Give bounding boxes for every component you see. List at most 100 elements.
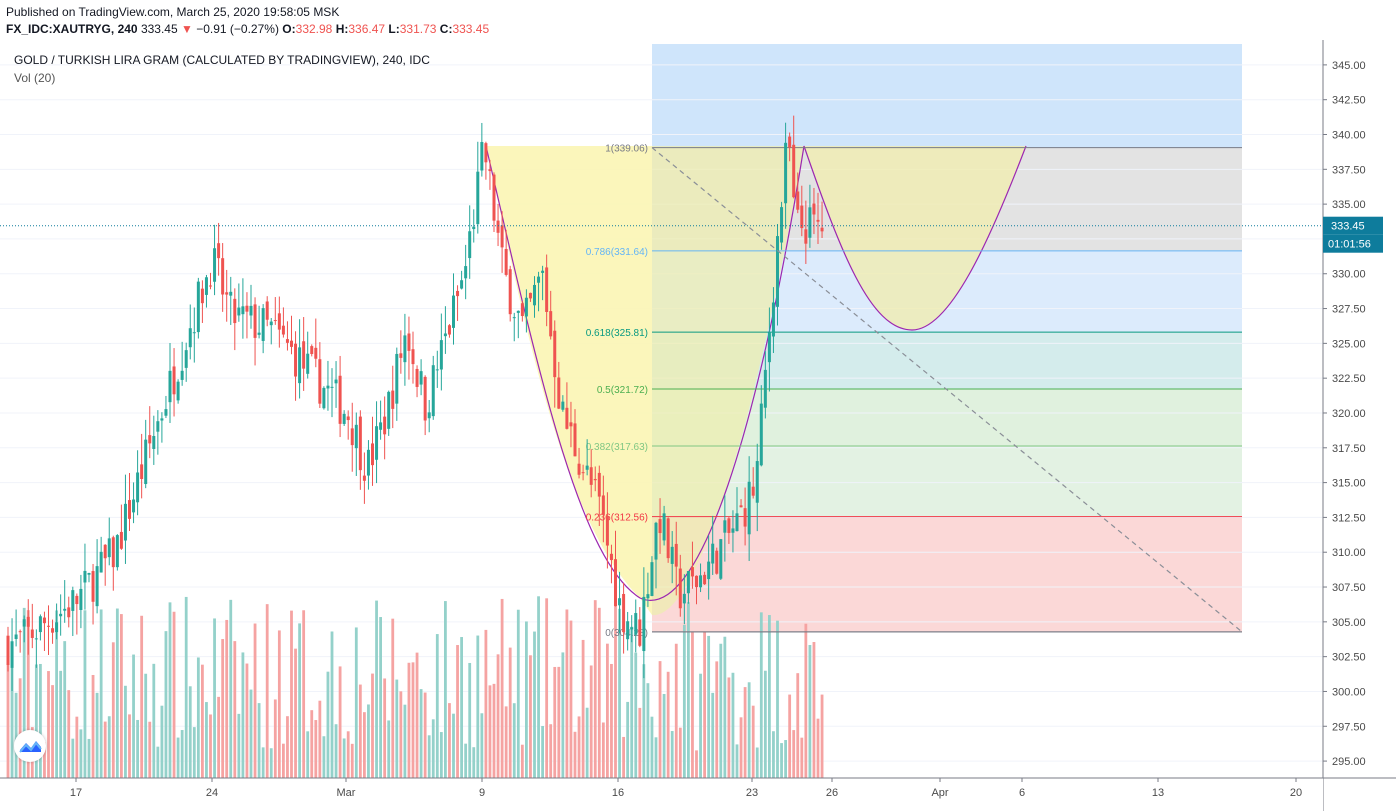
- volume-bar: [431, 719, 435, 778]
- candle-body: [743, 508, 747, 527]
- candle-body: [314, 347, 318, 359]
- volume-bar: [585, 707, 589, 778]
- candle-body: [771, 302, 775, 337]
- fib-label-0.5: 0.5(321.72): [597, 385, 648, 396]
- candle: [132, 482, 136, 524]
- volume-bar: [205, 702, 208, 778]
- candle: [788, 132, 792, 162]
- candle-body: [662, 513, 666, 541]
- tradingview-logo-icon[interactable]: [14, 730, 46, 762]
- candle: [107, 517, 111, 566]
- candle-body: [34, 638, 38, 640]
- candle: [423, 375, 427, 436]
- low-value: 331.73: [399, 22, 437, 36]
- candle-body: [630, 627, 634, 630]
- candle: [192, 307, 196, 363]
- volume-bar: [164, 631, 168, 778]
- volume-bar: [51, 685, 54, 778]
- candle: [314, 318, 318, 368]
- volume-bar: [379, 617, 382, 778]
- volume-bar: [529, 655, 532, 778]
- volume-bar: [371, 673, 374, 778]
- candle: [379, 400, 383, 440]
- candle-body: [229, 291, 233, 296]
- candle-body: [492, 174, 496, 221]
- candle: [366, 440, 370, 490]
- volume-bar: [452, 713, 455, 778]
- candle-body: [480, 142, 484, 171]
- candle-body: [723, 520, 727, 533]
- candle-body: [476, 171, 480, 225]
- volume-bar: [500, 598, 504, 778]
- volume-bar: [763, 670, 767, 778]
- price-axis[interactable]: 345.00342.50340.00337.50335.00332.50330.…: [1322, 40, 1396, 811]
- candle: [419, 359, 423, 396]
- volume-bar: [115, 608, 119, 778]
- candle: [123, 474, 127, 564]
- candle-body: [411, 349, 415, 365]
- volume-bar: [800, 737, 804, 778]
- candle-body: [456, 290, 460, 297]
- volume-bar: [172, 611, 176, 778]
- candle-body: [358, 416, 362, 471]
- volume-bar: [448, 703, 451, 778]
- volume-bar: [67, 690, 71, 778]
- volume-bar: [577, 716, 581, 778]
- candle: [464, 244, 468, 300]
- candle-body: [589, 467, 593, 485]
- volume-bar: [411, 662, 415, 778]
- candle-body: [614, 559, 617, 607]
- candle-body: [395, 353, 399, 404]
- time-axis[interactable]: 17 24 Mar 9 16 23 26 Apr 6 13 20: [0, 777, 1396, 811]
- volume-bar: [63, 641, 67, 778]
- candle: [79, 574, 83, 629]
- volume-bar: [6, 637, 10, 778]
- volume-bar: [209, 714, 212, 778]
- candle: [176, 379, 180, 404]
- candle: [800, 185, 804, 237]
- volume-bar: [573, 731, 577, 778]
- candle: [439, 313, 443, 391]
- candle-body: [763, 369, 767, 408]
- volume-bar: [310, 710, 314, 778]
- candle: [605, 492, 609, 569]
- candle-body: [294, 343, 298, 377]
- candle: [144, 419, 148, 489]
- volume-bar: [565, 609, 569, 778]
- volume-bar: [196, 657, 200, 778]
- change-value: −0.91 (−0.27%): [196, 22, 279, 36]
- high-label: H:: [335, 22, 349, 36]
- volume-bar: [472, 747, 476, 778]
- candle: [184, 342, 188, 382]
- volume-bar: [549, 724, 553, 778]
- countdown-badge-label: 01:01:56: [1328, 239, 1371, 251]
- candle: [731, 510, 735, 553]
- candle-body: [233, 298, 237, 324]
- candle: [209, 272, 212, 290]
- volume-bar: [699, 673, 702, 778]
- candle: [91, 563, 95, 625]
- symbol-label[interactable]: FX_IDC:XAUTRYG, 240: [6, 22, 138, 36]
- volume-bar: [597, 607, 601, 778]
- volume-bar: [184, 596, 188, 778]
- candle: [504, 229, 508, 277]
- candle-body: [346, 416, 350, 421]
- candle: [83, 543, 87, 610]
- price-tick-label: 300.00: [1332, 686, 1366, 698]
- volume-bar: [747, 682, 751, 778]
- candle-body: [403, 335, 407, 363]
- volume-bar: [83, 610, 87, 778]
- volume-bar: [290, 610, 293, 778]
- volume-bar: [47, 671, 50, 778]
- volume-bar: [294, 648, 297, 778]
- candle: [642, 567, 646, 679]
- candle: [658, 498, 662, 554]
- candle: [302, 317, 306, 391]
- volume-bar: [322, 736, 326, 778]
- candle: [111, 535, 115, 591]
- volume-bar: [330, 631, 334, 778]
- candle: [488, 159, 492, 190]
- candle-body: [674, 543, 678, 567]
- volume-bar: [743, 687, 747, 778]
